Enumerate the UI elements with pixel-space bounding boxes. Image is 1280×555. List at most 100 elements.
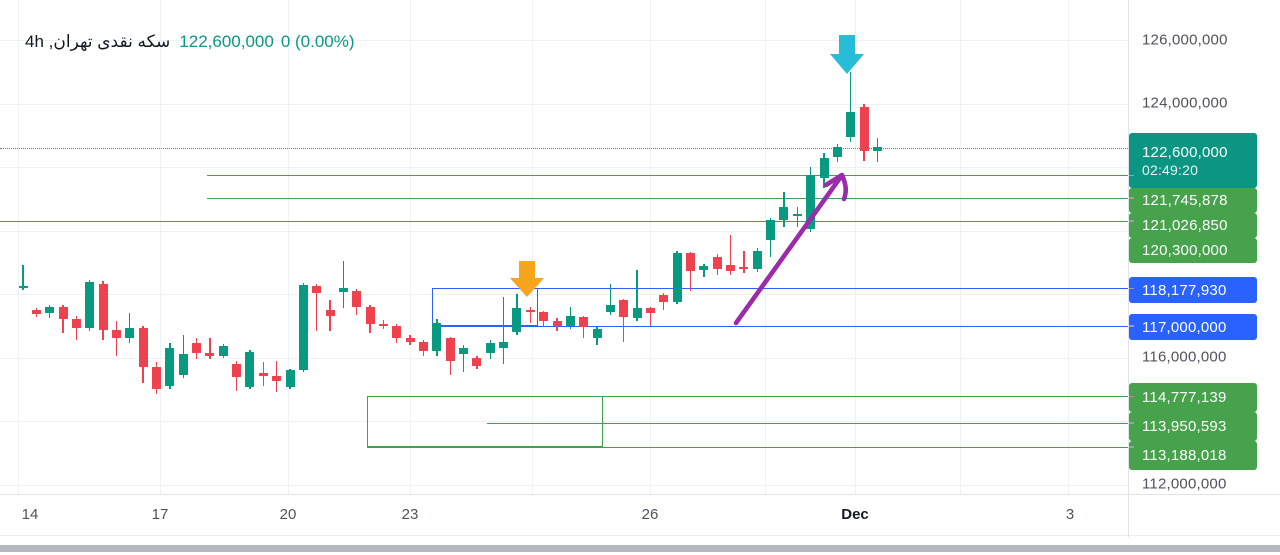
price-axis-tick xyxy=(1129,197,1134,199)
price-level-badge: 121,745,878 xyxy=(1129,188,1257,213)
candle xyxy=(178,353,188,375)
price-axis-label: 116,000,000 xyxy=(1142,348,1227,366)
price-axis-tick xyxy=(1129,446,1134,448)
candle xyxy=(98,283,108,330)
horizontal-level-line[interactable] xyxy=(367,396,1128,398)
price-level-badge: 114,777,139 xyxy=(1129,383,1257,412)
vertical-gridline xyxy=(288,0,289,494)
price-axis[interactable]: 126,000,000 124,000,000 116,000,000 112,000… xyxy=(1128,0,1280,494)
price-level-badge: 121,026,850 xyxy=(1129,213,1257,238)
horizontal-level-line[interactable] xyxy=(367,446,1128,448)
current-price-badge: 122,600,000 02:49:20 xyxy=(1129,133,1257,188)
vertical-gridline xyxy=(765,0,766,494)
candle xyxy=(846,112,856,137)
candle-wick xyxy=(75,316,78,341)
candle xyxy=(71,318,81,329)
price-axis-tick xyxy=(1129,422,1134,424)
candle xyxy=(18,285,28,289)
horizontal-level-line[interactable] xyxy=(207,175,1128,177)
bar-countdown: 02:49:20 xyxy=(1142,161,1199,178)
candle-wick xyxy=(623,298,625,342)
horizontal-level-line[interactable] xyxy=(207,197,1128,199)
candle-wick xyxy=(462,345,465,372)
chart-pane[interactable]: سکه نقدی تهران, 4h 122,600,000 0 (0.00%) xyxy=(0,0,1128,494)
candle xyxy=(525,309,535,313)
vertical-gridline xyxy=(160,0,161,494)
horizontal-level-line[interactable] xyxy=(432,325,1128,327)
green-range-box[interactable] xyxy=(367,396,603,447)
candle xyxy=(619,300,629,317)
candle-wick xyxy=(129,313,131,344)
time-axis-label: 26 xyxy=(641,506,659,523)
window-bottom-bar xyxy=(0,545,1280,552)
price-axis-label: 126,000,000 xyxy=(1142,31,1228,49)
candle-wick xyxy=(663,293,665,310)
candle xyxy=(138,328,148,368)
candle xyxy=(752,251,762,270)
price-axis-label: 112,000,000 xyxy=(1142,475,1227,493)
candle-wick xyxy=(649,306,652,326)
blue-range-box[interactable] xyxy=(432,288,538,326)
price-level-badge: 117,000,000 xyxy=(1129,314,1257,340)
candle xyxy=(378,324,388,327)
time-axis-label: 23 xyxy=(401,506,419,523)
horizontal-level-line[interactable] xyxy=(0,220,1128,222)
price-axis-tick xyxy=(1129,174,1134,177)
axis-corner-separator xyxy=(1128,495,1129,537)
candle xyxy=(152,367,161,389)
candle xyxy=(325,309,335,316)
candle xyxy=(806,174,816,229)
price-level-badge: 118,177,930 xyxy=(1129,277,1257,303)
candle xyxy=(205,352,215,356)
candle xyxy=(832,146,842,158)
vertical-gridline xyxy=(960,0,961,494)
candle xyxy=(218,346,228,356)
candle xyxy=(445,338,455,361)
horizontal-level-line[interactable] xyxy=(487,422,1128,424)
candle xyxy=(579,316,589,328)
current-price-dotted-line xyxy=(0,147,1128,149)
time-axis-label: 17 xyxy=(151,506,169,523)
candle xyxy=(192,343,202,353)
candle xyxy=(819,158,829,179)
vertical-gridline xyxy=(410,0,411,494)
legend-values: 122,600,000 0 (0.00%) xyxy=(179,30,354,54)
candle-wick xyxy=(703,263,705,277)
candle-wick xyxy=(342,260,345,309)
candle xyxy=(792,213,802,217)
price-axis-tick xyxy=(1129,220,1134,222)
vertical-gridline xyxy=(650,0,651,494)
price-axis-tick xyxy=(1129,287,1134,290)
time-axis-label: Dec xyxy=(841,506,869,523)
candle-wick xyxy=(689,252,692,291)
candle xyxy=(392,326,402,339)
candle xyxy=(552,320,562,327)
time-axis-label: 14 xyxy=(21,506,39,523)
candle xyxy=(672,253,682,302)
vertical-gridline xyxy=(1068,0,1069,494)
candle xyxy=(499,341,509,348)
price-axis-tick xyxy=(1129,325,1134,327)
candle xyxy=(459,347,469,355)
candle xyxy=(165,347,175,387)
symbol-title[interactable]: سکه نقدی تهران, 4h xyxy=(25,32,171,51)
candle xyxy=(632,307,642,318)
candle xyxy=(125,328,135,339)
vertical-gridline xyxy=(18,0,19,494)
price-level-badge: 113,950,593 xyxy=(1129,412,1257,441)
horizontal-gridline xyxy=(0,167,1128,168)
candle xyxy=(739,267,749,270)
candle xyxy=(485,343,495,353)
price-axis-tick xyxy=(1129,395,1134,398)
horizontal-gridline xyxy=(0,294,1128,295)
horizontal-gridline xyxy=(0,230,1128,232)
candle-wick xyxy=(729,235,732,275)
candle-wick xyxy=(743,251,745,274)
candle xyxy=(859,106,869,152)
time-axis[interactable]: 14 17 20 23 26 Dec 3 xyxy=(0,494,1280,537)
candle xyxy=(365,306,375,325)
candle xyxy=(472,357,482,366)
candle-wick xyxy=(609,284,612,315)
candle xyxy=(285,370,295,387)
